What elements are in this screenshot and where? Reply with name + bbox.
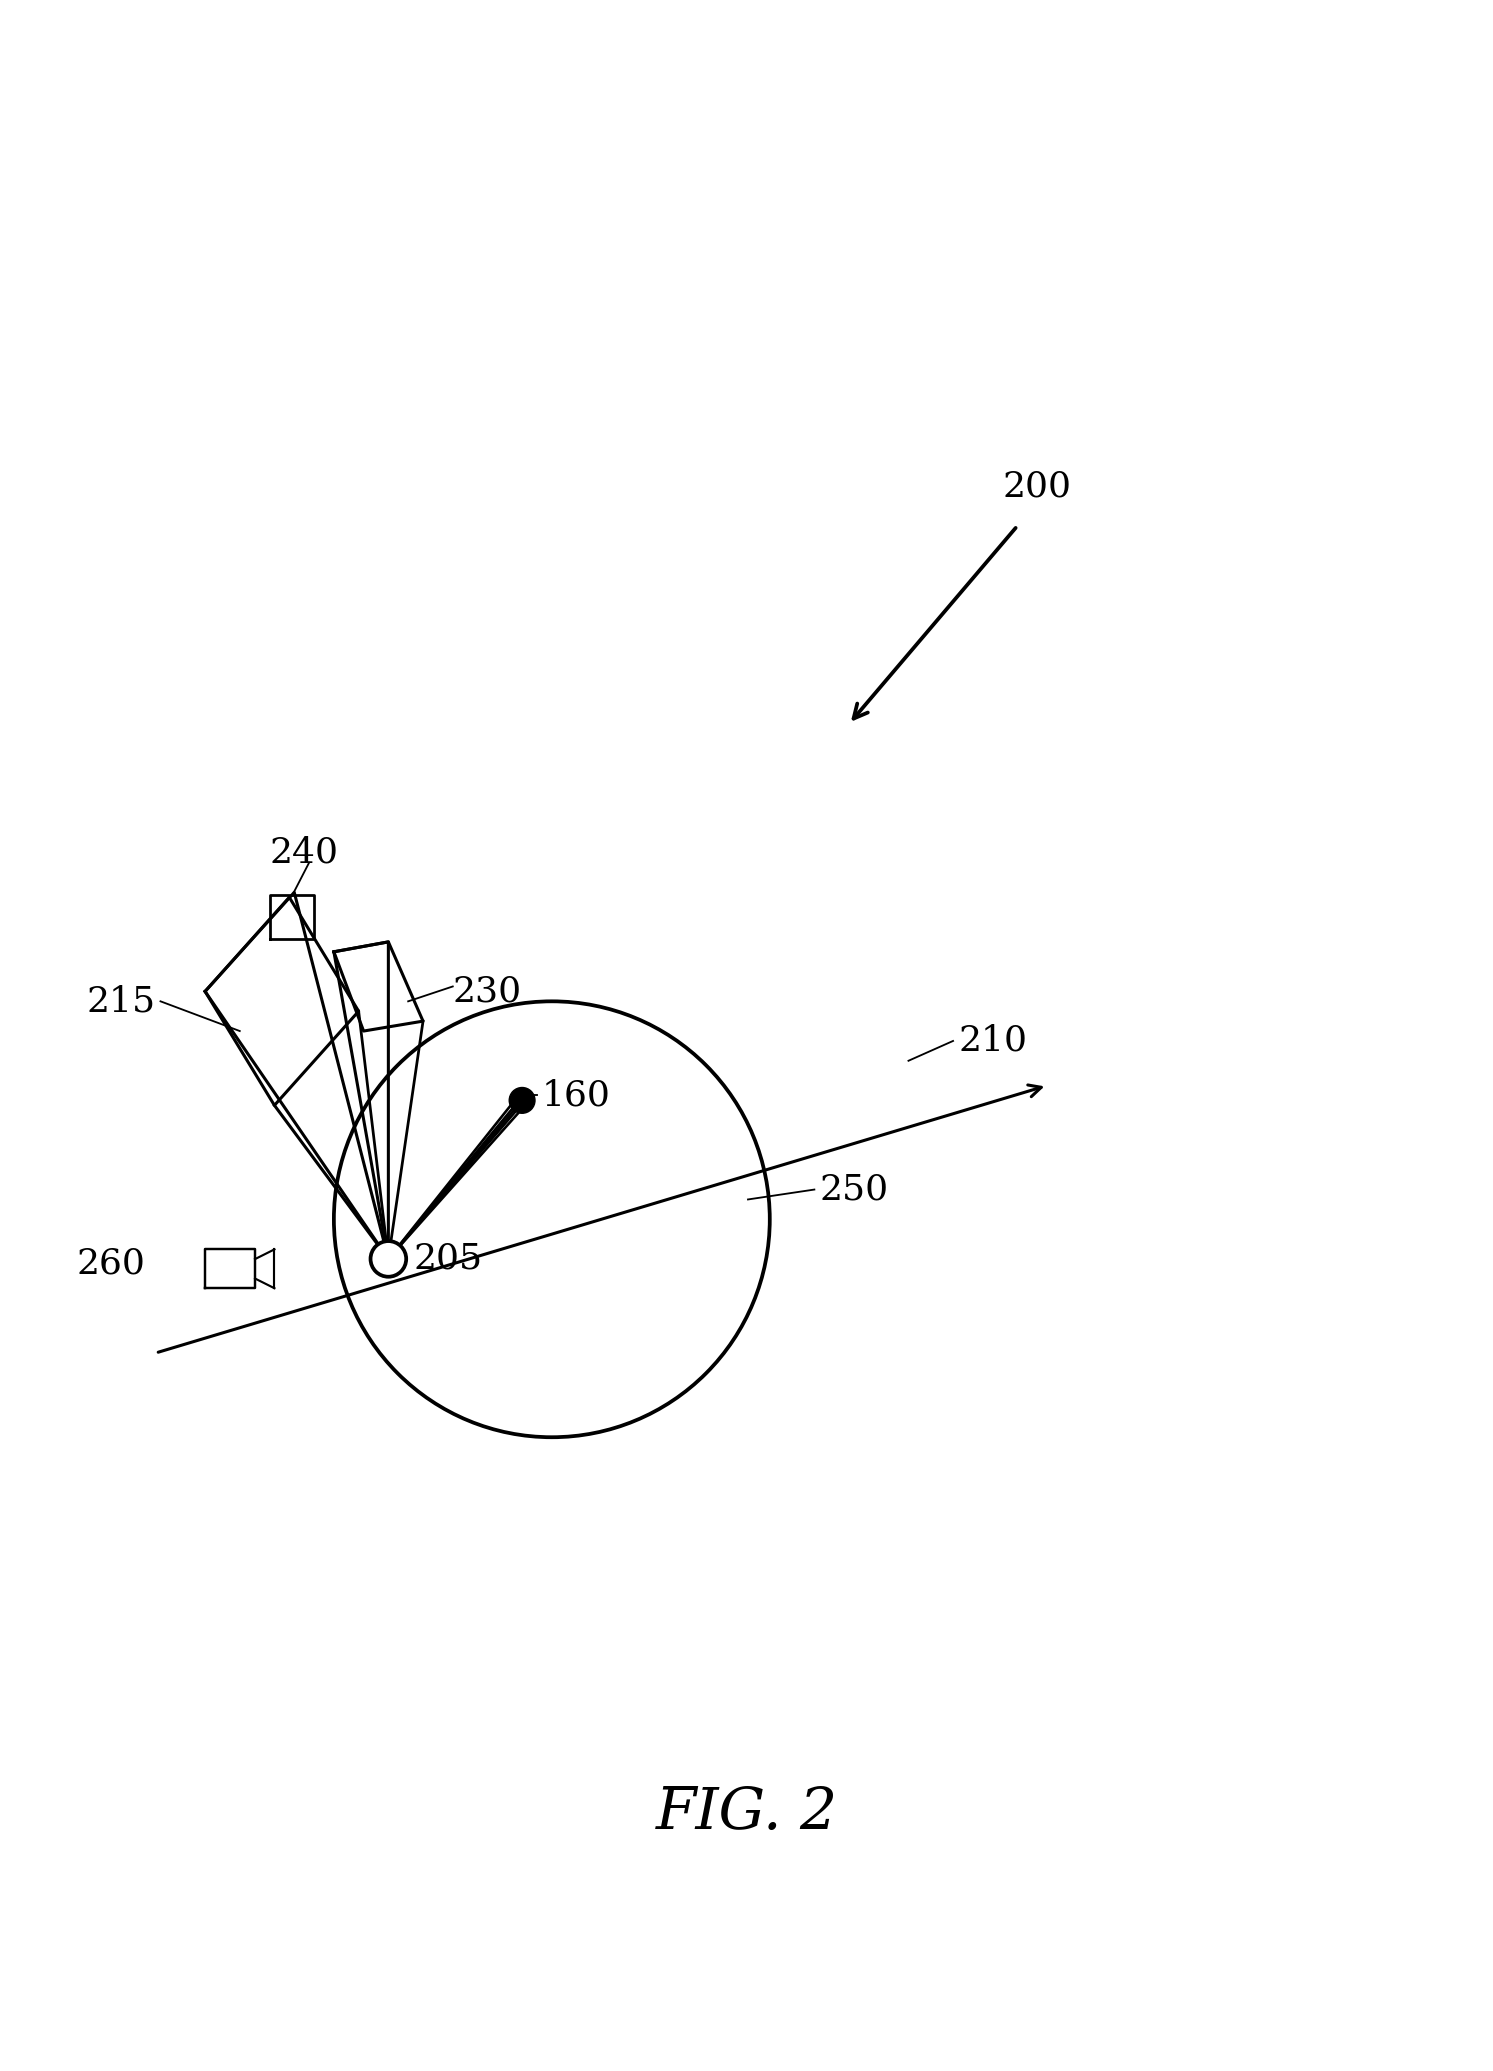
Circle shape bbox=[509, 1087, 534, 1114]
Circle shape bbox=[370, 1241, 406, 1276]
Text: 215: 215 bbox=[87, 984, 155, 1019]
Text: 160: 160 bbox=[542, 1079, 611, 1112]
Text: 240: 240 bbox=[270, 837, 339, 870]
Text: FIG. 2: FIG. 2 bbox=[655, 1785, 838, 1841]
Text: 200: 200 bbox=[1003, 470, 1072, 503]
Text: 230: 230 bbox=[452, 975, 523, 1009]
Text: 205: 205 bbox=[414, 1243, 482, 1276]
Text: 210: 210 bbox=[959, 1023, 1027, 1058]
Text: 260: 260 bbox=[76, 1247, 146, 1280]
Text: 250: 250 bbox=[820, 1172, 888, 1207]
